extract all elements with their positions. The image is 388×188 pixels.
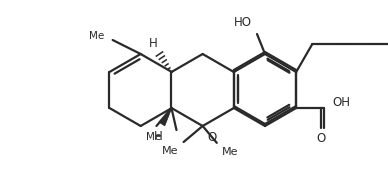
Text: OH: OH [332,96,350,109]
Polygon shape [159,108,172,126]
Text: H: H [149,37,158,50]
Text: Me: Me [89,31,105,41]
Text: Me: Me [162,146,178,156]
Text: O: O [208,131,217,144]
Text: H: H [153,130,162,143]
Text: Me: Me [222,147,238,157]
Text: Me: Me [146,132,161,142]
Text: HO: HO [234,16,252,29]
Text: O: O [317,132,326,145]
